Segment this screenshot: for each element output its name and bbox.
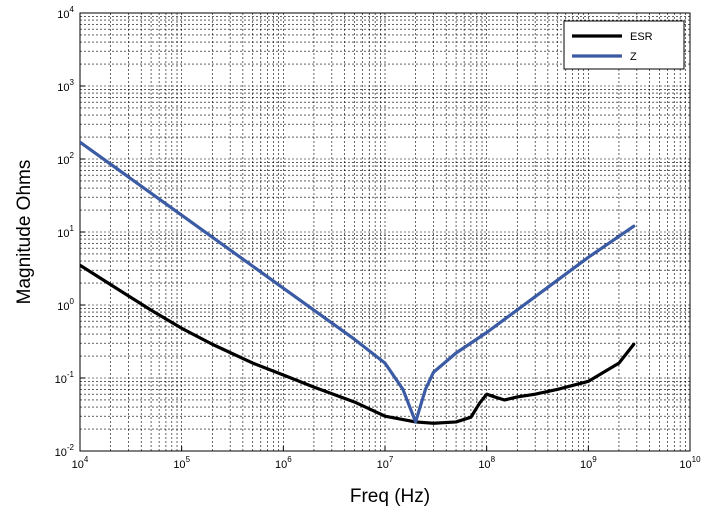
series-line-esr bbox=[80, 263, 636, 425]
y-tick-label: 103 bbox=[57, 78, 74, 94]
ticks: 104 105 106 107 108 109 1010 10-2 10-1 100 101 102 1… bbox=[55, 5, 701, 471]
grid bbox=[80, 13, 690, 451]
legend-label-esr: ESR bbox=[630, 31, 653, 43]
x-tick-label: 104 bbox=[72, 455, 89, 471]
legend-label-z: Z bbox=[630, 51, 637, 63]
y-tick-label: 10-2 bbox=[55, 443, 75, 459]
x-axis-title: Freq (Hz) bbox=[350, 486, 430, 507]
x-tick-label: 106 bbox=[275, 455, 292, 471]
x-tick-label: 109 bbox=[580, 455, 597, 471]
legend: ESR Z bbox=[563, 20, 685, 70]
x-tick-label: 108 bbox=[478, 455, 495, 471]
y-tick-label: 104 bbox=[57, 5, 74, 21]
legend-box bbox=[563, 20, 685, 70]
y-tick-label: 102 bbox=[57, 151, 74, 167]
y-tick-label: 10-1 bbox=[55, 370, 75, 386]
y-tick-label: 101 bbox=[57, 224, 74, 240]
x-tick-label: 107 bbox=[377, 455, 394, 471]
y-axis-title: Magnitude Ohms bbox=[14, 160, 35, 305]
series-line-z bbox=[80, 140, 636, 424]
x-tick-label: 1010 bbox=[679, 455, 701, 471]
x-tick-label: 105 bbox=[173, 455, 190, 471]
y-tick-label: 100 bbox=[57, 297, 74, 313]
series-group bbox=[80, 140, 636, 425]
